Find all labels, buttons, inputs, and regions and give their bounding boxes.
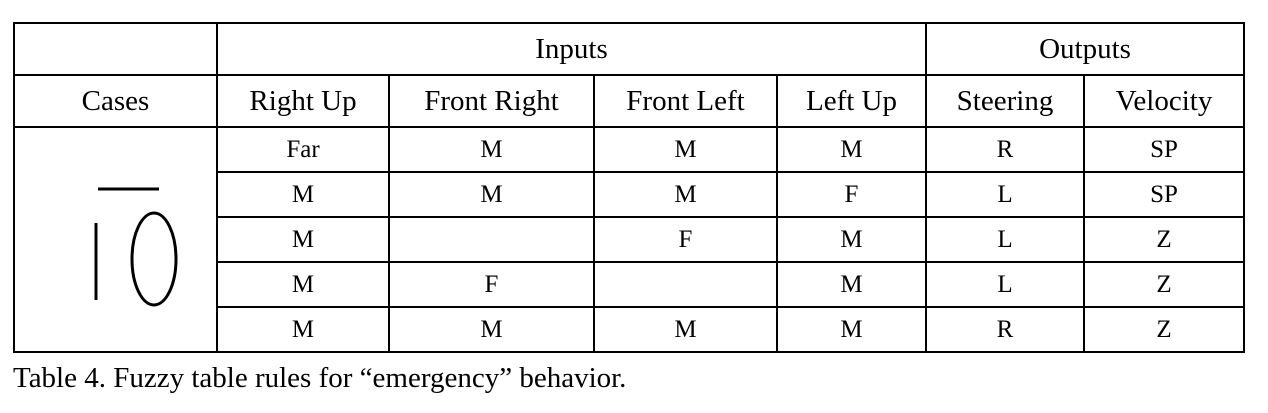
inputs-group-header: Inputs [216, 22, 927, 76]
front-left-header: Front Left [593, 74, 778, 128]
right-up-cell: M [216, 306, 390, 353]
steering-cell: R [925, 306, 1085, 353]
group-header-row: Inputs Outputs [13, 22, 1245, 76]
right-up-cell: M [216, 216, 390, 263]
front-left-cell: M [593, 306, 778, 353]
outputs-group-header: Outputs [925, 22, 1245, 76]
steering-cell: L [925, 171, 1085, 218]
front-right-header: Front Right [388, 74, 595, 128]
front-right-cell: F [388, 261, 595, 308]
table-row: M F M L Z [14, 261, 1245, 308]
right-up-cell: Far [216, 126, 390, 173]
steering-cell: L [925, 261, 1085, 308]
front-left-cell [593, 261, 778, 308]
front-right-cell: M [388, 306, 595, 353]
steering-cell: L [925, 216, 1085, 263]
left-up-cell: F [776, 171, 927, 218]
right-up-header: Right Up [216, 74, 390, 128]
velocity-cell: SP [1083, 171, 1245, 218]
velocity-cell: Z [1083, 306, 1245, 353]
steering-header: Steering [925, 74, 1085, 128]
front-right-cell: M [388, 126, 595, 173]
case-cell [13, 126, 218, 353]
front-left-cell: F [593, 216, 778, 263]
velocity-cell: Z [1083, 261, 1245, 308]
left-up-cell: M [776, 306, 927, 353]
cases-header: Cases [13, 74, 218, 128]
column-header-row: Cases Right Up Front Right Front Left Le… [13, 74, 1245, 128]
front-left-cell: M [593, 171, 778, 218]
left-up-header: Left Up [776, 74, 927, 128]
velocity-header: Velocity [1083, 74, 1245, 128]
table-row: M F M L Z [14, 216, 1245, 263]
table-row: Far M M M R SP [13, 126, 1245, 353]
table-row: M M M F L SP [14, 171, 1245, 218]
left-up-cell: M [776, 261, 927, 308]
empty-corner-cell [13, 22, 218, 76]
table-caption: Table 4. Fuzzy table rules for “emergenc… [13, 362, 627, 394]
front-right-cell [388, 216, 595, 263]
velocity-cell: Z [1083, 216, 1245, 263]
right-up-cell: M [216, 261, 390, 308]
left-up-cell: M [776, 126, 927, 173]
steering-cell: R [925, 126, 1085, 173]
robot-between-walls-icon [94, 187, 177, 306]
right-up-cell: M [216, 171, 390, 218]
front-left-cell: M [593, 126, 778, 173]
velocity-cell: SP [1083, 126, 1245, 173]
table-row: M M M M R Z [14, 306, 1245, 353]
left-up-cell: M [776, 216, 927, 263]
front-right-cell: M [388, 171, 595, 218]
fuzzy-rules-table: Inputs Outputs Cases Right Up Front Righ… [13, 22, 1245, 353]
